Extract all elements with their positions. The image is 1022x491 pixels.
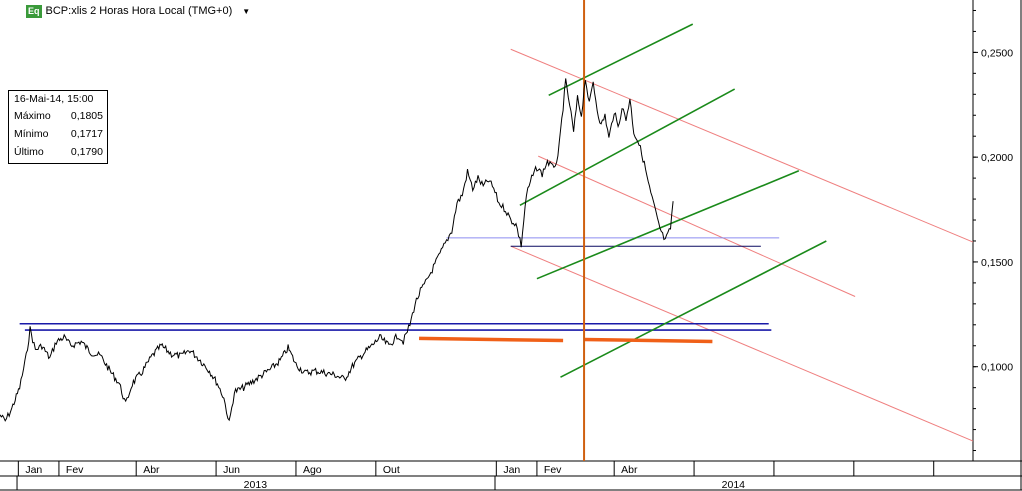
- red-trend-line: [538, 155, 856, 297]
- x-month-label: Fev: [66, 464, 84, 476]
- equity-badge: Eq: [26, 4, 42, 18]
- green-trend-line: [519, 88, 736, 207]
- ohlc-info-box: 16-Mai-14, 15:00 Máximo 0,1805 Mínimo 0,…: [8, 90, 108, 164]
- info-last-label: Último: [14, 146, 44, 158]
- orange-support-line: [584, 337, 713, 344]
- orange-support-line: [419, 336, 564, 343]
- y-tick-label: 0,2500: [981, 47, 1013, 59]
- x-month-label: Abr: [621, 464, 638, 476]
- info-min-value: 0,1717: [70, 128, 103, 140]
- green-trend-line: [560, 240, 827, 378]
- y-tick-label: 0,2000: [981, 152, 1013, 164]
- x-month-label: Out: [383, 464, 400, 476]
- green-trend-line: [548, 23, 694, 97]
- x-month-label: Jun: [223, 464, 240, 476]
- x-month-label: Jan: [503, 464, 520, 476]
- info-min-label: Mínimo: [14, 128, 49, 140]
- price-line: [0, 78, 674, 422]
- x-month-label: Fev: [544, 464, 562, 476]
- x-month-label: Jan: [25, 464, 42, 476]
- chart-header: Eq BCP:xlis 2 Horas Hora Local (TMG+0) ▼: [26, 3, 250, 19]
- red-trend-line: [510, 245, 974, 442]
- info-last-value: 0,1790: [70, 146, 103, 158]
- info-max-label: Máximo: [14, 110, 51, 122]
- y-tick-label: 0,1000: [981, 362, 1013, 374]
- x-month-label: Ago: [303, 464, 322, 476]
- chart-title: BCP:xlis 2 Horas Hora Local (TMG+0): [45, 5, 233, 17]
- x-year-label: 2013: [244, 479, 268, 491]
- info-datetime: 16-Mai-14, 15:00: [14, 93, 94, 105]
- green-trend-line: [536, 170, 800, 280]
- dropdown-caret-icon[interactable]: ▼: [242, 6, 251, 16]
- x-year-label: 2014: [722, 479, 746, 491]
- y-tick-label: 0,1500: [981, 257, 1013, 269]
- red-trend-line: [510, 48, 974, 243]
- x-month-label: Abr: [143, 464, 160, 476]
- info-max-value: 0,1805: [70, 110, 103, 122]
